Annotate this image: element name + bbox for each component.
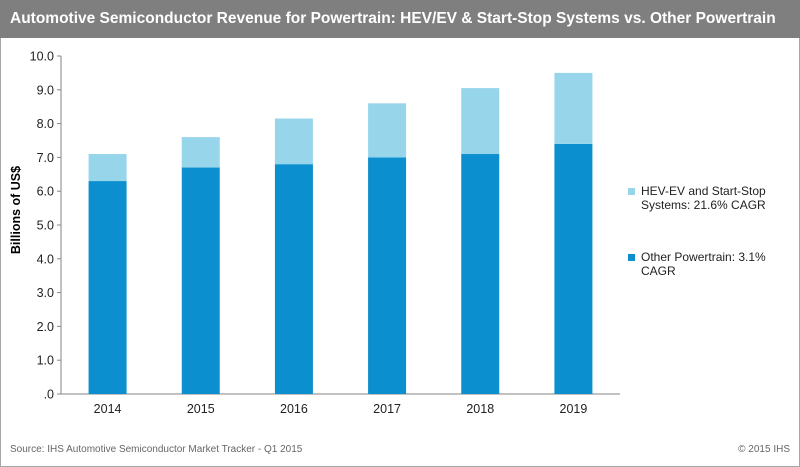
- y-tick-label: 10.0: [30, 50, 54, 64]
- title-bar: Automotive Semiconductor Revenue for Pow…: [0, 0, 800, 38]
- y-tick-label: 7.0: [37, 151, 54, 165]
- x-tick-label: 2014: [94, 402, 122, 416]
- bar-hev-ev-2019: [554, 72, 593, 144]
- y-tick-label: 8.0: [37, 117, 54, 131]
- bar-hev-ev-2017: [368, 103, 407, 158]
- bar-other-powertrain-2014: [88, 181, 127, 394]
- bar-other-powertrain-2017: [368, 157, 407, 394]
- x-tick-label: 2017: [373, 402, 401, 416]
- bar-other-powertrain-2015: [181, 167, 220, 394]
- y-tick-label: .0: [44, 388, 54, 402]
- x-tick-label: 2015: [187, 402, 215, 416]
- copyright-note: © 2015 IHS: [738, 444, 790, 455]
- y-axis-title-box: Billions of US$: [6, 135, 26, 285]
- y-tick-label: 6.0: [37, 185, 54, 199]
- y-tick-label: 2.0: [37, 320, 54, 334]
- y-tick-label: 4.0: [37, 252, 54, 266]
- x-tick-label: 2016: [280, 402, 308, 416]
- legend-swatch-other-powertrain: [628, 254, 635, 261]
- legend-swatch-hev-ev: [628, 188, 635, 195]
- bar-other-powertrain-2018: [461, 154, 500, 394]
- y-tick-label: 9.0: [37, 83, 54, 97]
- bar-other-powertrain-2016: [274, 164, 313, 394]
- y-tick-label: 3.0: [37, 286, 54, 300]
- y-tick-label: 1.0: [37, 354, 54, 368]
- bar-hev-ev-2015: [181, 137, 220, 168]
- x-tick-label: 2019: [560, 402, 588, 416]
- bar-hev-ev-2014: [88, 154, 127, 182]
- x-tick-label: 2018: [466, 402, 494, 416]
- y-axis-title: Billions of US$: [9, 165, 23, 255]
- y-tick-label: 5.0: [37, 219, 54, 233]
- source-note: Source: IHS Automotive Semiconductor Mar…: [10, 444, 303, 455]
- bar-other-powertrain-2019: [554, 143, 593, 394]
- legend-label-hev-ev: HEV-EV and Start-Stop Systems: 21.6% CAG…: [641, 184, 766, 212]
- bar-hev-ev-2016: [274, 118, 313, 165]
- bar-hev-ev-2018: [461, 88, 500, 155]
- legend-label-other-powertrain: Other Powertrain: 3.1% CAGR: [641, 250, 766, 278]
- chart-title: Automotive Semiconductor Revenue for Pow…: [10, 10, 776, 27]
